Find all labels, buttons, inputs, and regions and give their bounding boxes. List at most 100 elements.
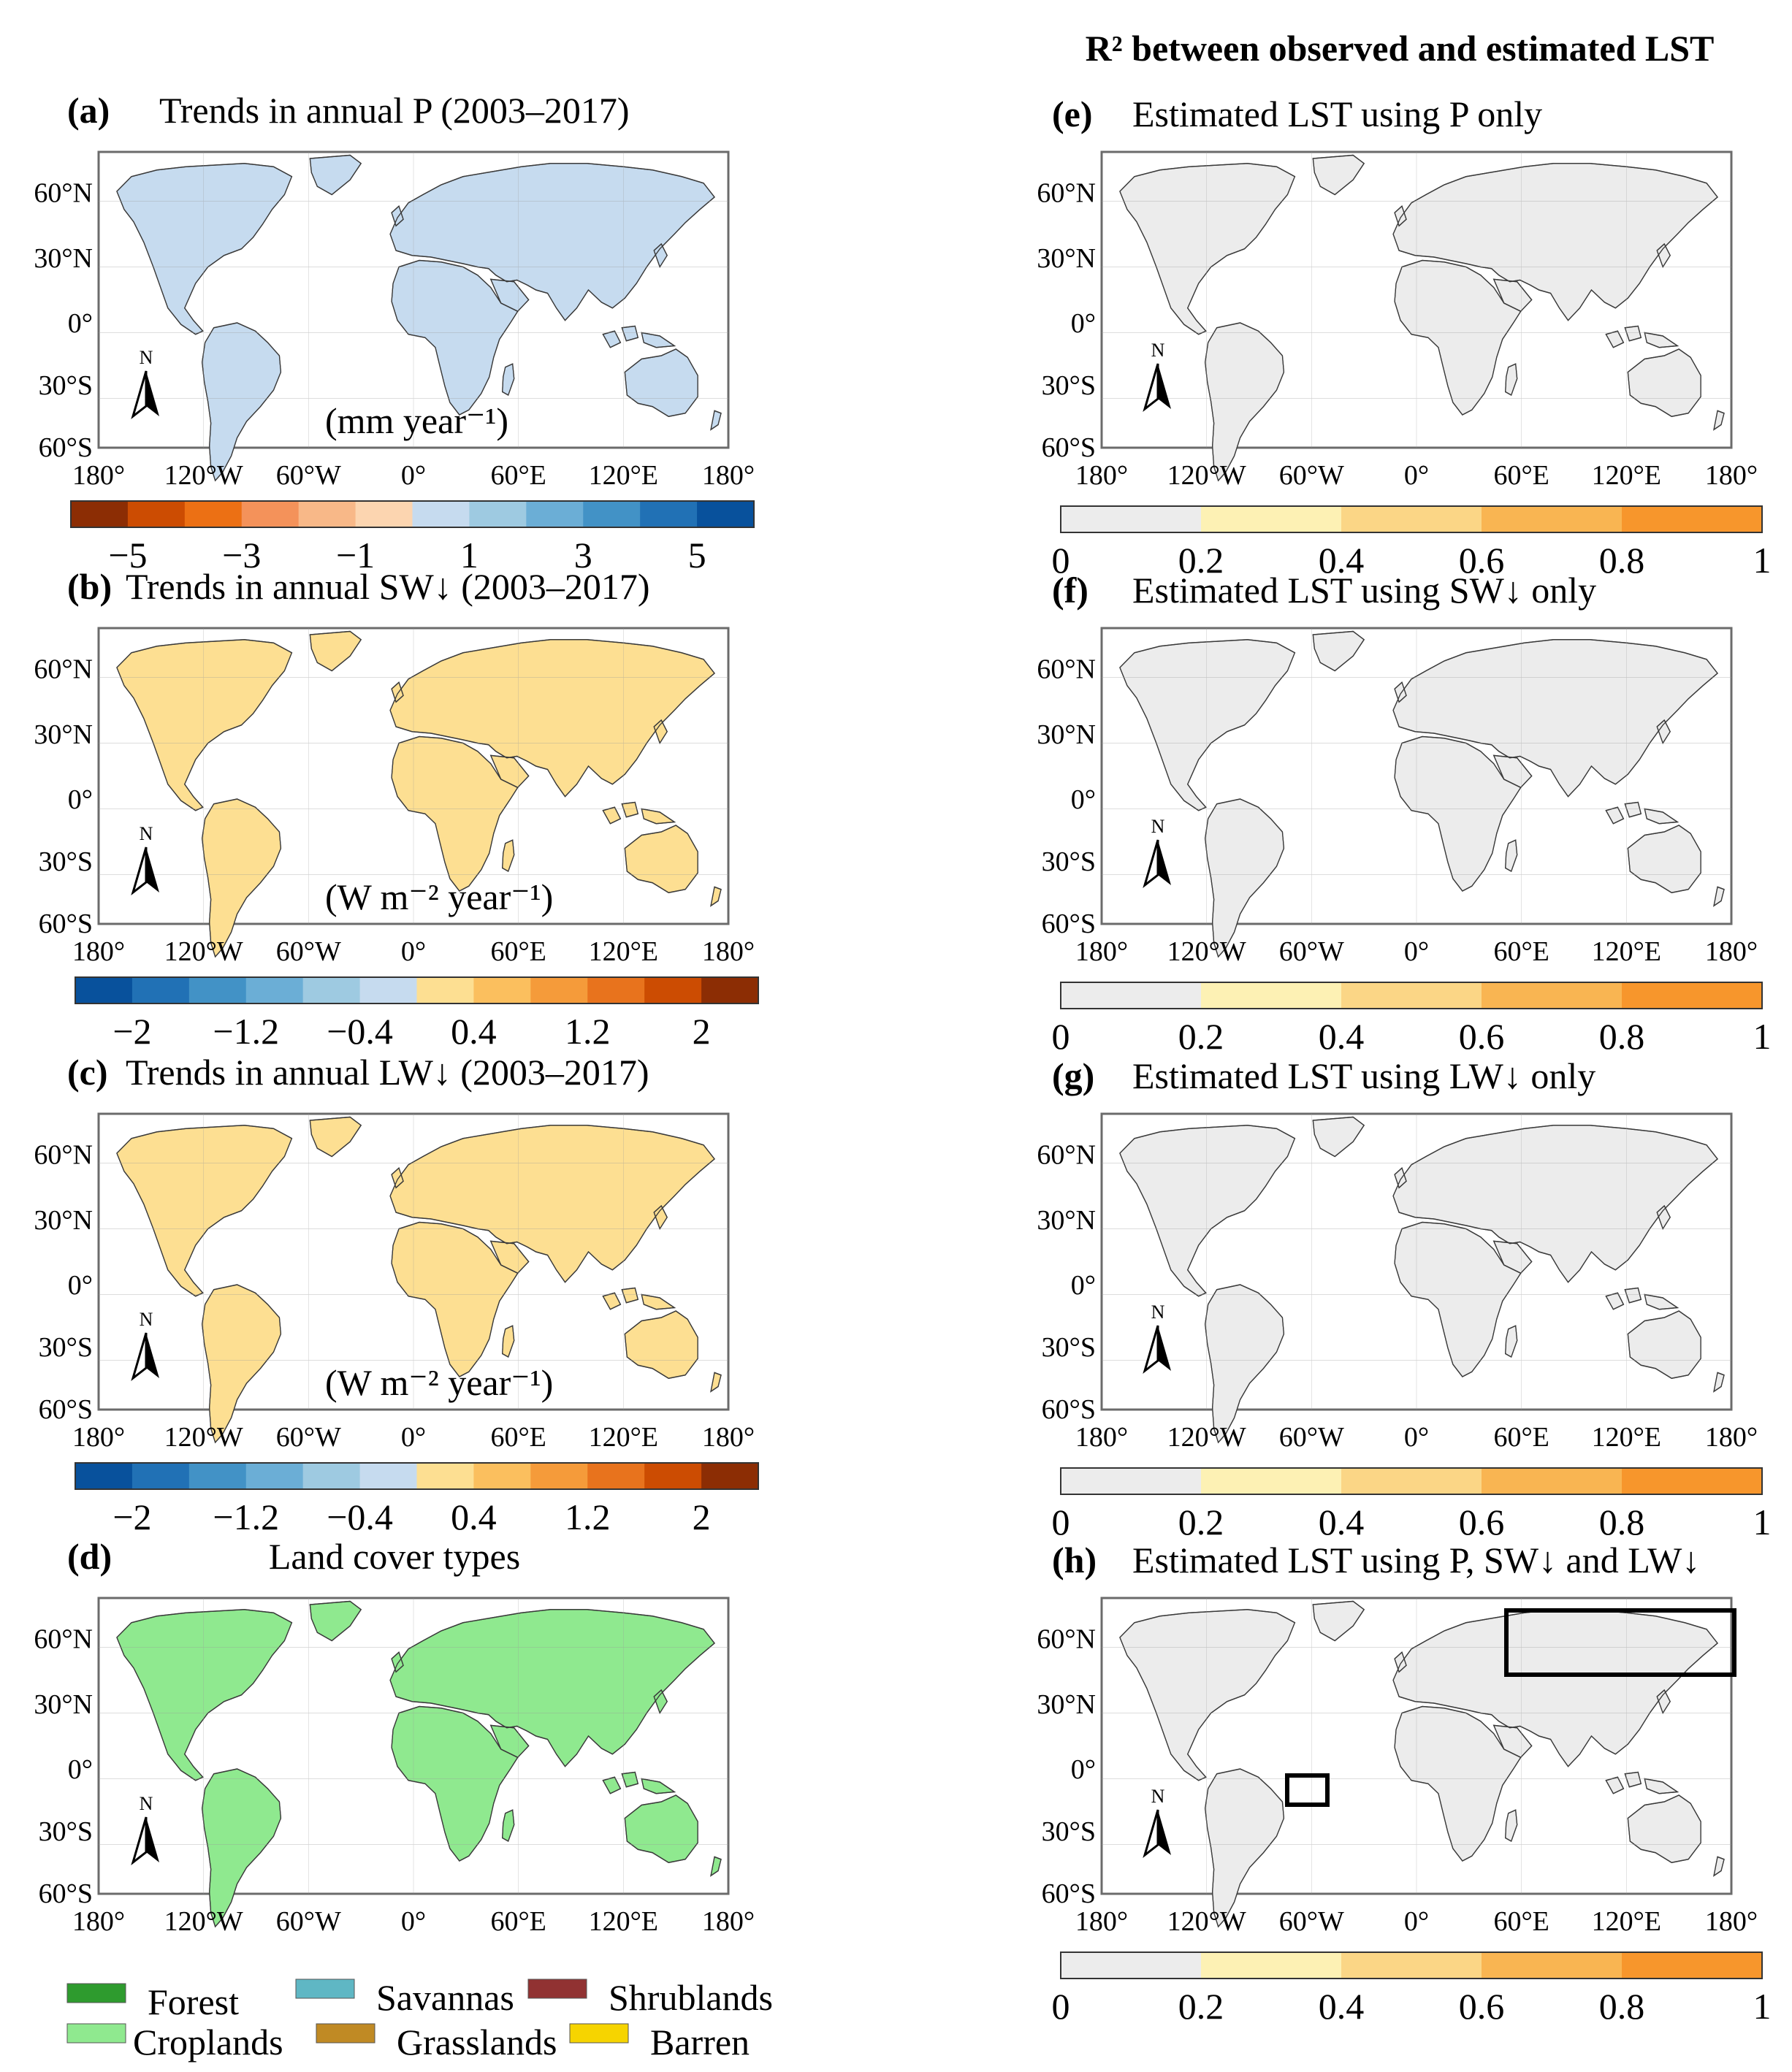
colorbar-swatch bbox=[75, 1463, 133, 1489]
colorbar-tick-label: −0.4 bbox=[327, 1011, 393, 1052]
lon-tick-label: 180° bbox=[1075, 1906, 1128, 1937]
lat-tick-label: 60°N bbox=[34, 654, 93, 685]
panel-title: Trends in annual SW↓ (2003–2017) bbox=[126, 566, 650, 607]
colorbar-swatch bbox=[587, 1463, 645, 1489]
lon-tick-label: 180° bbox=[72, 460, 125, 491]
colorbar-tick-label: 0.8 bbox=[1599, 1986, 1645, 2027]
lon-tick-label: 60°E bbox=[490, 1422, 546, 1453]
lon-tick-label: 60°E bbox=[490, 460, 546, 491]
lat-tick-label: 0° bbox=[1071, 1270, 1096, 1301]
panel-title: Estimated LST using P, SW↓ and LW↓ bbox=[1132, 1540, 1700, 1580]
colorbar-tick-label: 0.8 bbox=[1599, 1502, 1645, 1542]
colorbar-swatch bbox=[473, 1463, 531, 1489]
lon-tick-label: 180° bbox=[702, 936, 755, 967]
lon-tick-label: 120°E bbox=[1592, 1906, 1661, 1937]
legend-swatch bbox=[66, 2023, 126, 2044]
colorbar-swatch bbox=[355, 501, 413, 527]
colorbar-tick-label: 0.6 bbox=[1459, 1016, 1505, 1057]
lat-tick-label: 30°S bbox=[1042, 1332, 1096, 1363]
lat-tick-label: 30°S bbox=[39, 1816, 93, 1847]
legend-label: Savannas bbox=[376, 1977, 514, 2018]
colorbar-swatch bbox=[359, 1463, 417, 1489]
colorbar-swatch bbox=[302, 977, 361, 1003]
lat-tick-label: 60°N bbox=[34, 1624, 93, 1655]
colorbar-tick-label: 0 bbox=[1052, 540, 1070, 581]
colorbar-tick-label: −1.2 bbox=[213, 1496, 279, 1537]
unit-label: (W m⁻² year⁻¹) bbox=[325, 1362, 553, 1403]
lon-tick-label: 120°E bbox=[1592, 460, 1661, 491]
lat-tick-label: 30°N bbox=[34, 1689, 93, 1720]
lon-tick-label: 60°W bbox=[1279, 1906, 1344, 1937]
panels: (a) Trends in annual P (2003–2017)60°N30°… bbox=[34, 90, 1771, 2027]
north-arrow-icon: N bbox=[131, 1309, 159, 1382]
north-arrow-icon: N bbox=[1143, 1301, 1171, 1375]
lon-tick-label: 120°W bbox=[164, 460, 243, 491]
lon-tick-label: 180° bbox=[1705, 1906, 1758, 1937]
legend-swatch bbox=[527, 1979, 587, 1999]
lat-tick-label: 60°S bbox=[39, 1878, 93, 1909]
lon-tick-label: 120°E bbox=[589, 936, 658, 967]
colorbar-swatch bbox=[1341, 982, 1482, 1009]
panel-title: Estimated LST using SW↓ only bbox=[1132, 570, 1596, 611]
land-cover-legend: Forest Savannas Shrublands Croplands Grassla… bbox=[66, 1977, 773, 2063]
colorbar-swatch bbox=[416, 977, 474, 1003]
colorbar-tick-label: 0.2 bbox=[1178, 1502, 1224, 1542]
colorbar-swatch bbox=[1061, 1468, 1202, 1494]
lat-tick-label: 60°N bbox=[1037, 178, 1096, 209]
lon-tick-label: 60°E bbox=[490, 1906, 546, 1937]
lat-tick-label: 60°S bbox=[39, 1394, 93, 1425]
legend-label: Shrublands bbox=[609, 1977, 773, 2018]
colorbar-tick-label: 0.4 bbox=[1319, 1986, 1365, 2027]
north-arrow-label: N bbox=[1151, 340, 1165, 361]
colorbar-swatch bbox=[412, 501, 470, 527]
map-right-2 bbox=[1100, 1112, 1733, 1443]
north-arrow-label: N bbox=[1151, 1301, 1165, 1323]
lon-tick-label: 60°W bbox=[1279, 460, 1344, 491]
colorbar-tick-label: 0.6 bbox=[1459, 540, 1505, 581]
colorbar-tick-label: 0.2 bbox=[1178, 1016, 1224, 1057]
lon-tick-label: 180° bbox=[1705, 1422, 1758, 1453]
lat-tick-label: 0° bbox=[68, 308, 93, 339]
legend-label: Barren bbox=[650, 2022, 750, 2063]
legend-swatch bbox=[66, 1983, 126, 2003]
colorbar-swatch bbox=[1622, 506, 1763, 532]
lon-tick-label: 0° bbox=[401, 1422, 426, 1453]
colorbar: −5 −3 −1 1 3 5 bbox=[70, 500, 755, 576]
lat-tick-label: 30°S bbox=[1042, 1816, 1096, 1847]
lat-tick-label: 60°N bbox=[34, 1140, 93, 1171]
colorbar-swatch bbox=[1201, 982, 1342, 1009]
lon-tick-label: 60°E bbox=[1493, 1906, 1549, 1937]
colorbar-swatch bbox=[697, 501, 755, 527]
lat-tick-label: 60°N bbox=[1037, 654, 1096, 685]
colorbar-swatch bbox=[1341, 1952, 1482, 1979]
lon-tick-label: 120°W bbox=[164, 1906, 243, 1937]
north-arrow-label: N bbox=[140, 1793, 153, 1814]
colorbar-tick-label: 1 bbox=[1753, 540, 1772, 581]
panel-letter: (e) bbox=[1052, 93, 1093, 134]
colorbar-tick-label: 1 bbox=[460, 535, 478, 576]
colorbar-swatch bbox=[1061, 506, 1202, 532]
map-right-1 bbox=[1100, 627, 1733, 957]
lat-tick-label: 0° bbox=[68, 1754, 93, 1785]
colorbar-swatch bbox=[530, 1463, 588, 1489]
lat-tick-label: 60°S bbox=[1042, 909, 1096, 939]
lon-tick-label: 180° bbox=[1705, 936, 1758, 967]
lon-tick-label: 180° bbox=[72, 1906, 125, 1937]
colorbar-swatch bbox=[640, 501, 698, 527]
colorbar-swatch bbox=[583, 501, 641, 527]
lat-tick-label: 60°S bbox=[1042, 1878, 1096, 1909]
siberia-region-box bbox=[1504, 1608, 1736, 1677]
lon-tick-label: 60°E bbox=[1493, 460, 1549, 491]
north-arrow-label: N bbox=[140, 347, 153, 368]
panel-letter: (f) bbox=[1052, 570, 1088, 611]
colorbar-swatch bbox=[1201, 506, 1342, 532]
north-arrow-icon: N bbox=[131, 347, 159, 420]
colorbar-swatch bbox=[1061, 982, 1202, 1009]
colorbar-swatch bbox=[302, 1463, 361, 1489]
lon-tick-label: 60°W bbox=[276, 936, 341, 967]
colorbar-swatch bbox=[1622, 1952, 1763, 1979]
amazon-region-box bbox=[1285, 1773, 1330, 1807]
unit-label: (W m⁻² year⁻¹) bbox=[325, 876, 553, 917]
colorbar: −2 −1.2 −0.4 0.4 1.2 2 bbox=[75, 1462, 759, 1537]
